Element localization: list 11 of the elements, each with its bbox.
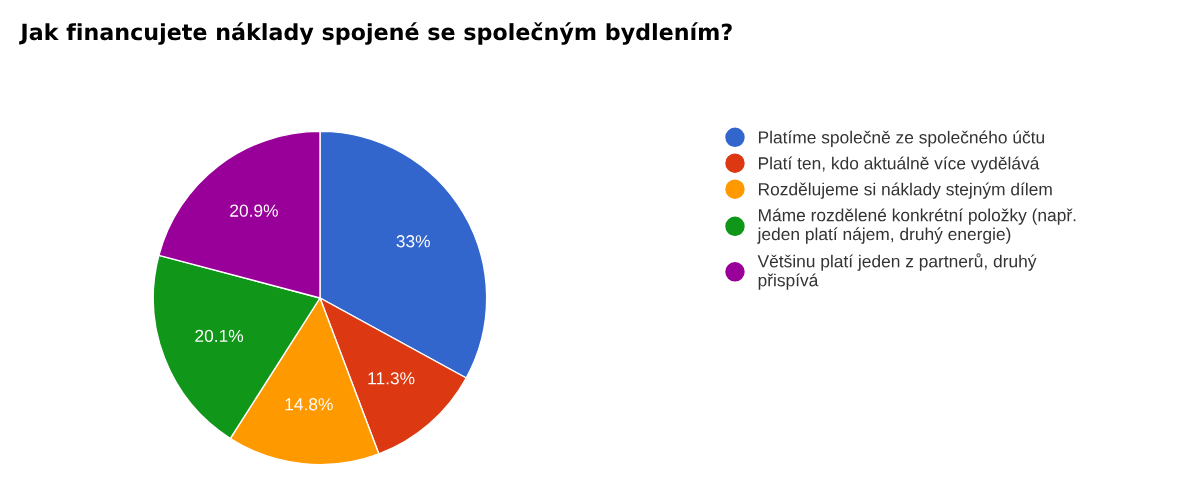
legend-label: Rozdělujeme si náklady stejným dílem: [758, 182, 1052, 199]
legend-label: Většinu platí jeden z partnerů, druhý přispívá: [757, 253, 1037, 290]
data-label: 14.8%: [285, 398, 333, 411]
legend-label: Máme rozdělené konkrétní položky (např. jeden platí nájem, druhý energie): [757, 208, 1076, 244]
legend-label: Platí ten, kdo aktuálně více vydělává: [758, 156, 1040, 173]
legend-label: Platíme společně ze společného účtu: [758, 130, 1044, 147]
data-label: 20.9%: [230, 204, 278, 217]
data-label: 20.1%: [195, 329, 244, 343]
data-label: 11.3%: [368, 372, 415, 385]
data-label: 33%: [396, 235, 430, 248]
chart-title: Jak financujete náklady spojené se společným bydlením?: [19, 22, 732, 45]
